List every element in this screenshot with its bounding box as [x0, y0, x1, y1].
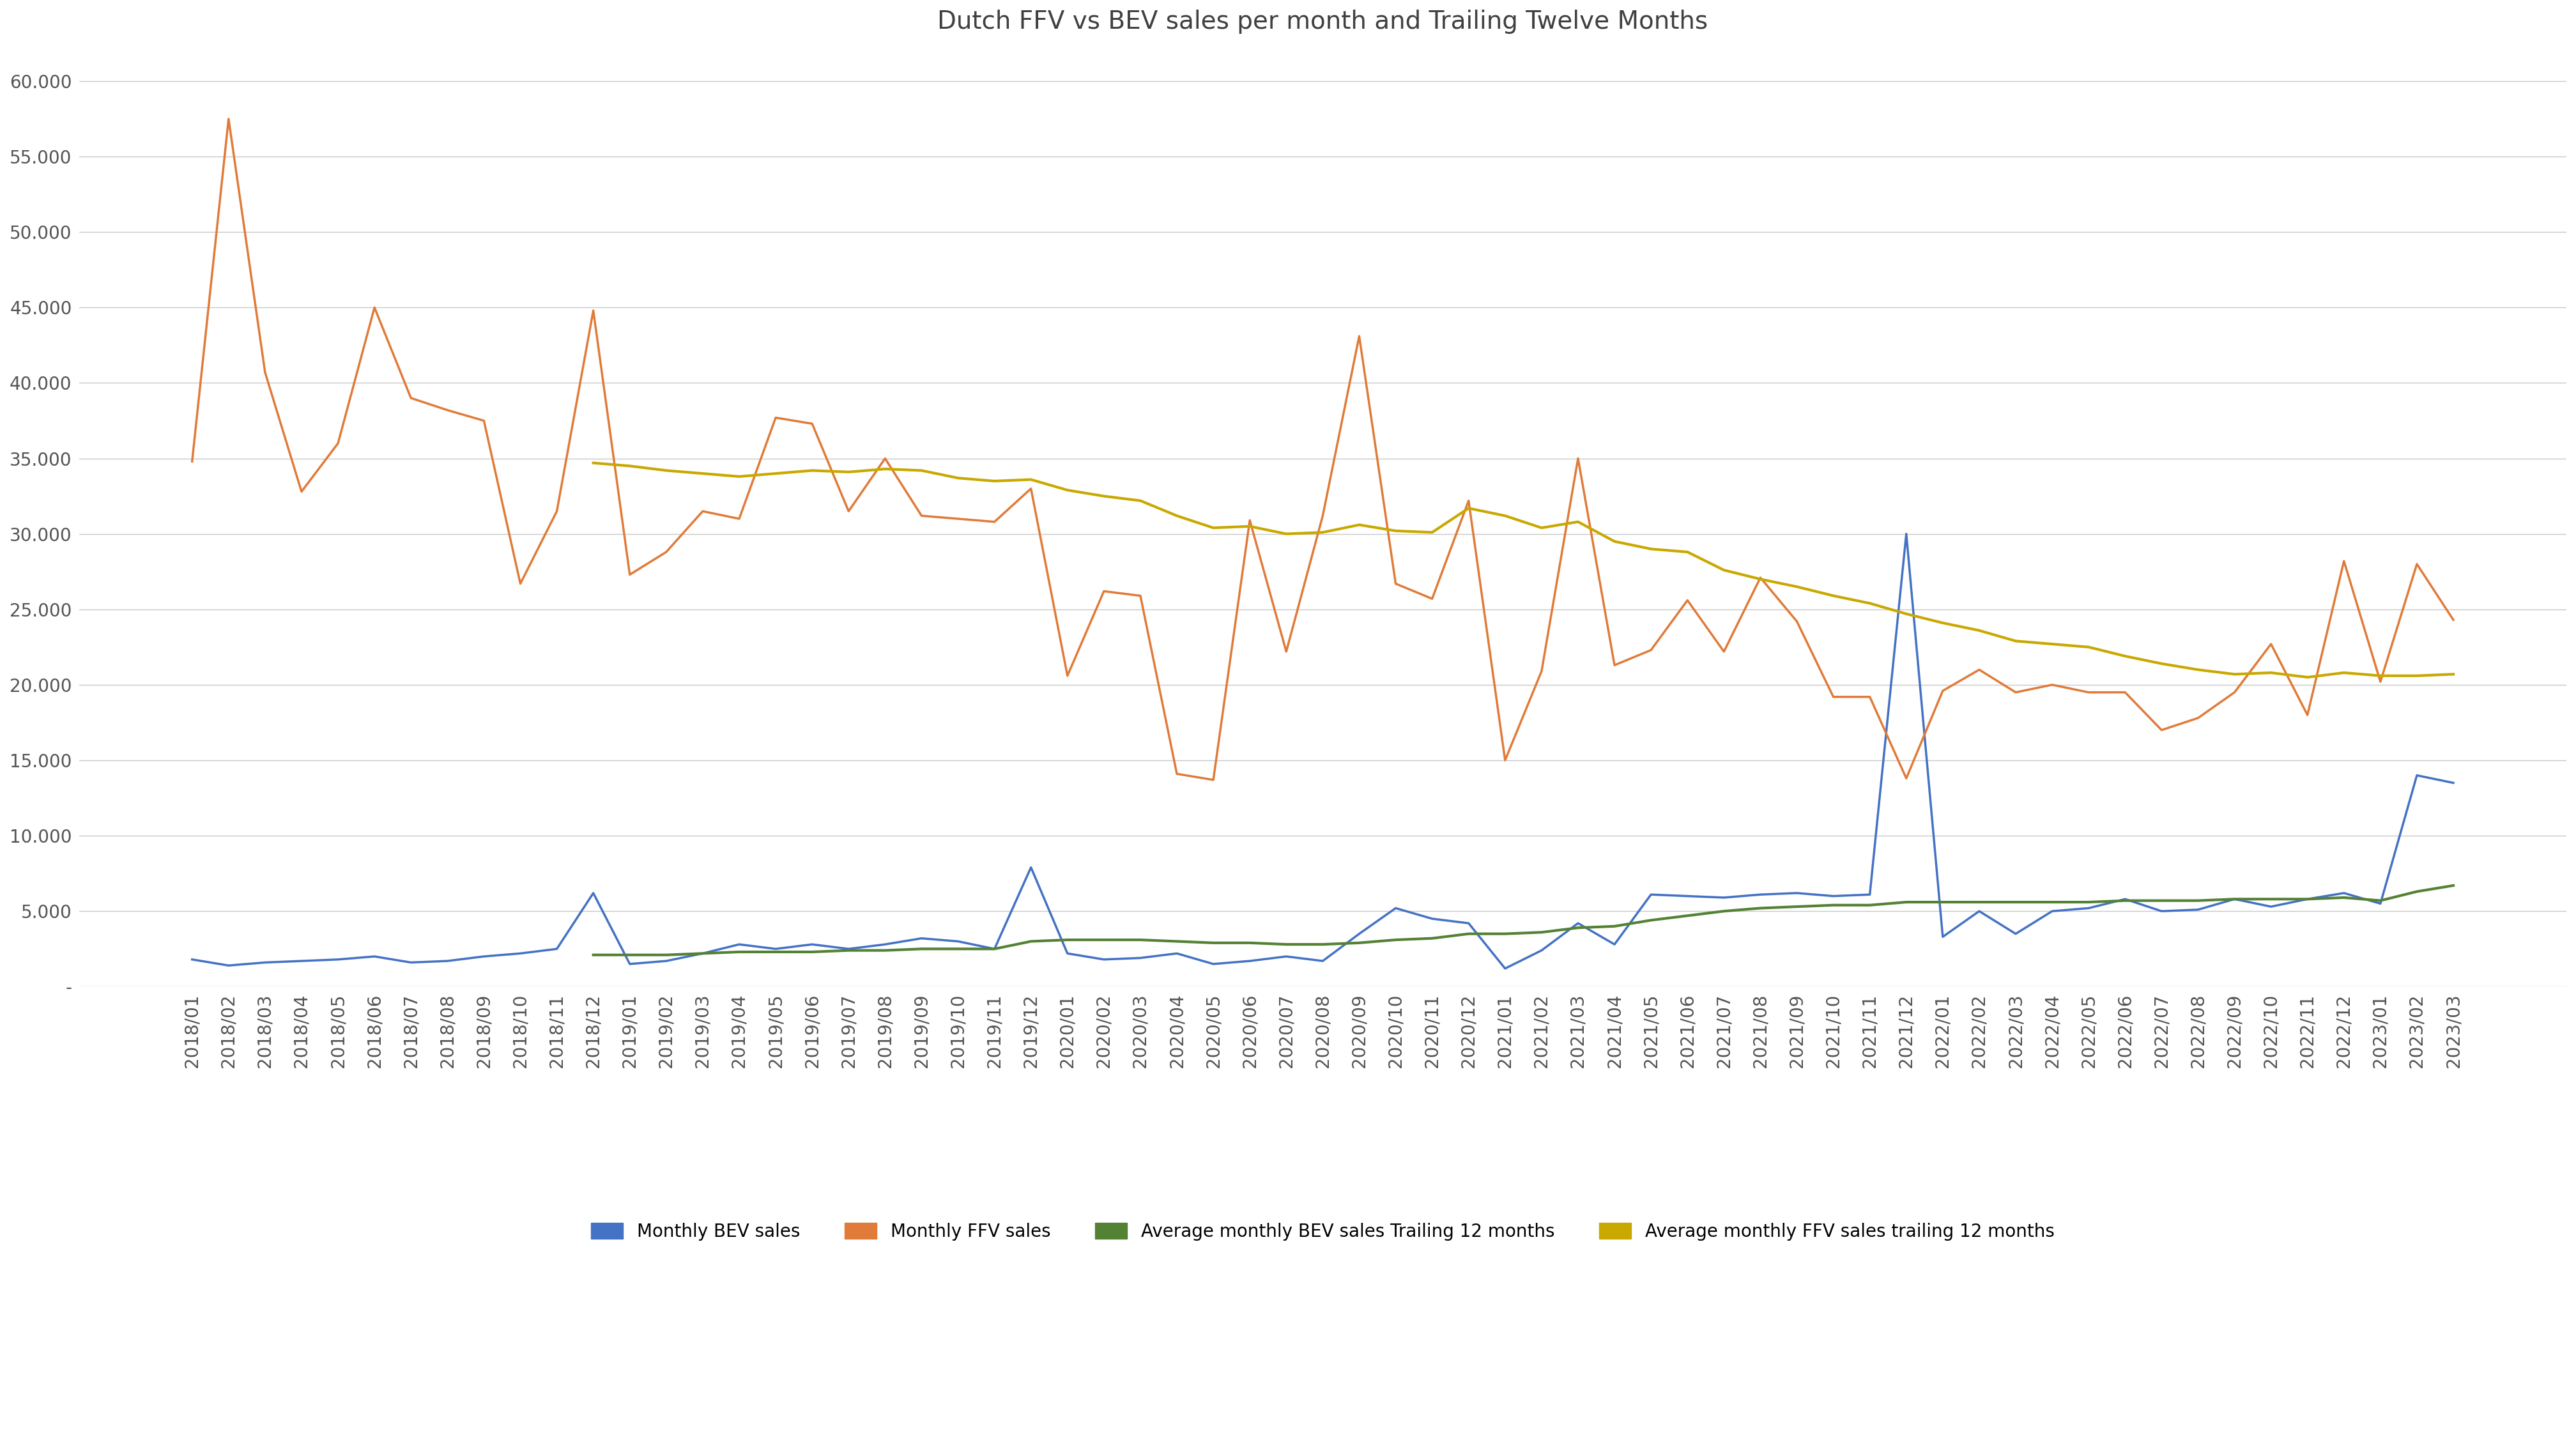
Title: Dutch FFV vs BEV sales per month and Trailing Twelve Months: Dutch FFV vs BEV sales per month and Tra…: [938, 10, 1708, 34]
Legend: Monthly BEV sales, Monthly FFV sales, Average monthly BEV sales Trailing 12 mont: Monthly BEV sales, Monthly FFV sales, Av…: [572, 1205, 2074, 1258]
